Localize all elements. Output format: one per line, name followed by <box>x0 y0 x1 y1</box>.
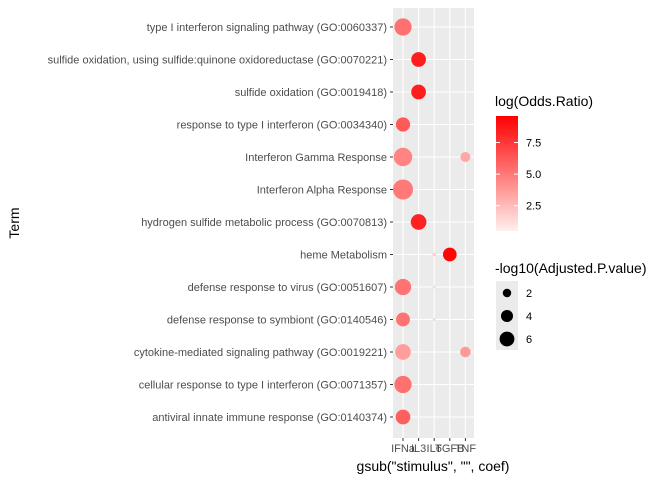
size-legend-key <box>500 309 514 323</box>
data-point <box>394 375 412 394</box>
color-legend-label: 5.0 <box>526 169 541 181</box>
color-legend-title: log(Odds.Ratio) <box>495 93 593 109</box>
plot-panel <box>393 8 474 438</box>
color-legend: log(Odds.Ratio) 2.5 5.0 7.5 <box>495 93 593 231</box>
x-tick-label: IL3 <box>411 443 426 455</box>
size-legend-title: -log10(Adjusted.P.value) <box>495 260 647 276</box>
data-point <box>432 252 437 257</box>
y-tick-label: defense response to virus (GO:0051607) <box>188 282 387 294</box>
data-point <box>460 346 471 358</box>
y-tick-label: sulfide oxidation (GO:0019418) <box>235 87 387 99</box>
data-point <box>410 214 427 230</box>
y-tick-label: cytokine-mediated signaling pathway (GO:… <box>134 347 387 359</box>
y-tick-label: type I interferon signaling pathway (GO:… <box>147 22 387 34</box>
x-tick-label: TNF <box>455 443 477 455</box>
color-legend-label: 2.5 <box>526 201 541 213</box>
y-tick-label: antiviral innate immune response (GO:014… <box>152 412 387 424</box>
data-point <box>396 312 410 327</box>
data-point <box>393 179 413 200</box>
data-point <box>393 147 413 167</box>
y-axis-title: Term <box>6 207 22 238</box>
size-legend: -log10(Adjusted.P.value) 2 4 6 <box>495 260 647 350</box>
y-tick-label: heme Metabolism <box>300 250 387 262</box>
color-legend-label: 7.5 <box>526 138 541 150</box>
size-legend-label: 4 <box>526 311 532 323</box>
y-tick-label: cellular response to type I interferon (… <box>139 380 387 392</box>
color-legend-bar <box>496 116 518 231</box>
data-point <box>395 344 411 360</box>
y-tick-label: Interferon Alpha Response <box>257 185 387 197</box>
data-point <box>460 151 471 163</box>
data-point <box>394 278 412 296</box>
x-tick-label: IFNa <box>391 443 416 455</box>
data-point <box>411 52 426 67</box>
data-point <box>395 409 411 425</box>
y-tick-label: hydrogen sulfide metabolic process (GO:0… <box>141 217 387 229</box>
size-legend-label: 6 <box>526 334 532 346</box>
x-tick-label: IL6 <box>427 443 442 455</box>
data-point <box>411 84 426 100</box>
data-point <box>395 117 411 132</box>
size-legend-key <box>502 288 512 298</box>
data-point <box>394 18 412 36</box>
y-axis: type I interferon signaling pathway (GO:… <box>48 22 393 424</box>
size-legend-label: 2 <box>526 288 532 300</box>
size-legend-key <box>499 331 515 347</box>
data-points <box>393 18 471 425</box>
data-point <box>432 318 436 321</box>
x-tick-label: TGFB <box>435 443 464 455</box>
y-tick-label: Interferon Gamma Response <box>245 152 387 164</box>
y-tick-label: sulfide oxidation, using sulfide:quinone… <box>48 55 387 67</box>
y-tick-label: defense response to symbiont (GO:0140546… <box>167 315 387 327</box>
y-tick-label: response to type I interferon (GO:003434… <box>177 120 387 132</box>
x-axis-title: gsub("stimulus", "", coef) <box>357 458 510 474</box>
data-point <box>432 285 436 289</box>
data-point <box>442 247 457 262</box>
